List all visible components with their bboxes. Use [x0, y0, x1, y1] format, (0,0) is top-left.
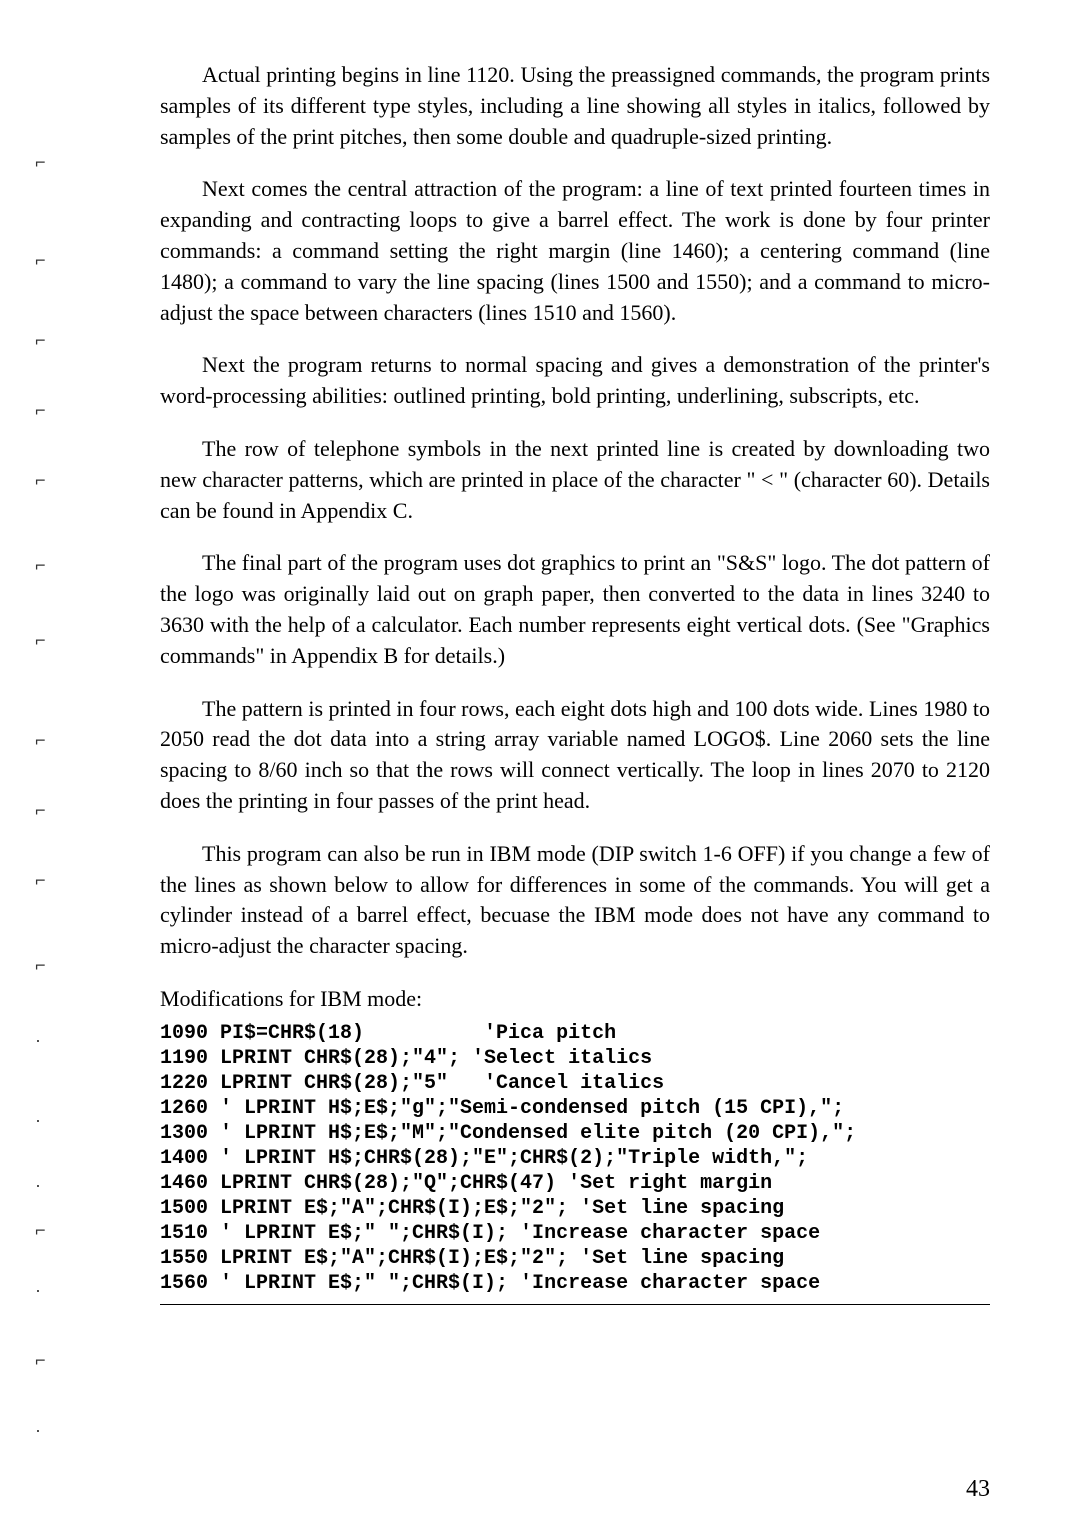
margin-mark: ⌐: [35, 250, 46, 271]
page-number: 43: [966, 1476, 990, 1503]
margin-mark: ⌐: [35, 1350, 46, 1371]
modifications-heading: Modifications for IBM mode:: [160, 984, 990, 1015]
margin-marks-column: ⌐ ⌐ ⌐ ⌐ ⌐ ⌐ ⌐ ⌐ ⌐ ⌐ ⌐ · · · ⌐ · ⌐ ·: [25, 0, 65, 1533]
paragraph-3: Next the program returns to normal spaci…: [160, 350, 990, 412]
margin-mark: ⌐: [35, 152, 46, 173]
bottom-divider: [160, 1304, 990, 1305]
paragraph-2: Next comes the central attraction of the…: [160, 174, 990, 328]
margin-mark: ·: [35, 1280, 41, 1301]
margin-mark: ·: [35, 1030, 41, 1051]
margin-mark: ⌐: [35, 630, 46, 651]
margin-mark: ⌐: [35, 400, 46, 421]
code-block: 1090 PI$=CHR$(18) 'Pica pitch 1190 LPRIN…: [160, 1021, 990, 1296]
paragraph-7: This program can also be run in IBM mode…: [160, 839, 990, 962]
margin-mark: ⌐: [35, 870, 46, 891]
paragraph-1: Actual printing begins in line 1120. Usi…: [160, 60, 990, 152]
margin-mark: ⌐: [35, 955, 46, 976]
margin-mark: ⌐: [35, 800, 46, 821]
margin-mark: ⌐: [35, 470, 46, 491]
margin-mark: ⌐: [35, 330, 46, 351]
margin-mark: ·: [35, 1110, 41, 1131]
margin-mark: ⌐: [35, 1220, 46, 1241]
margin-mark: ·: [35, 1420, 41, 1441]
paragraph-5: The final part of the program uses dot g…: [160, 548, 990, 671]
paragraph-4: The row of telephone symbols in the next…: [160, 434, 990, 526]
margin-mark: ·: [35, 1175, 41, 1196]
paragraph-6: The pattern is printed in four rows, eac…: [160, 694, 990, 817]
margin-mark: ⌐: [35, 730, 46, 751]
margin-mark: ⌐: [35, 555, 46, 576]
